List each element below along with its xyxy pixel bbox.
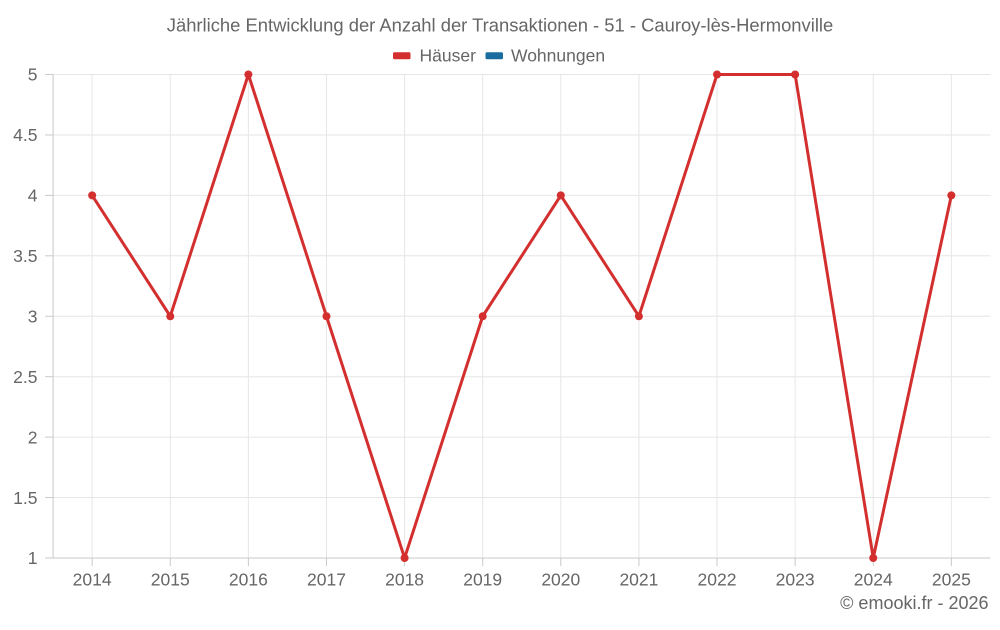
svg-text:2015: 2015: [151, 570, 190, 590]
svg-text:1: 1: [28, 548, 38, 568]
svg-text:2022: 2022: [698, 570, 737, 590]
svg-text:2019: 2019: [463, 570, 502, 590]
svg-text:2018: 2018: [385, 570, 424, 590]
svg-text:2025: 2025: [932, 570, 971, 590]
svg-text:Jährliche Entwicklung der Anza: Jährliche Entwicklung der Anzahl der Tra…: [167, 15, 833, 36]
svg-text:2.5: 2.5: [13, 367, 37, 387]
svg-text:2014: 2014: [73, 570, 112, 590]
svg-text:2017: 2017: [307, 570, 346, 590]
svg-text:2024: 2024: [854, 570, 893, 590]
svg-text:Wohnungen: Wohnungen: [511, 46, 605, 66]
svg-text:2016: 2016: [229, 570, 268, 590]
svg-text:2020: 2020: [541, 570, 580, 590]
svg-text:3.5: 3.5: [13, 246, 37, 266]
svg-text:© emooki.fr - 2026: © emooki.fr - 2026: [840, 593, 988, 613]
svg-text:2021: 2021: [619, 570, 658, 590]
svg-text:2: 2: [28, 427, 38, 447]
svg-text:5: 5: [28, 65, 38, 85]
svg-text:4.5: 4.5: [13, 125, 37, 145]
svg-text:3: 3: [28, 306, 38, 326]
svg-text:2023: 2023: [776, 570, 815, 590]
svg-text:Häuser: Häuser: [420, 46, 477, 66]
svg-text:4: 4: [28, 186, 38, 206]
svg-text:1.5: 1.5: [13, 488, 37, 508]
